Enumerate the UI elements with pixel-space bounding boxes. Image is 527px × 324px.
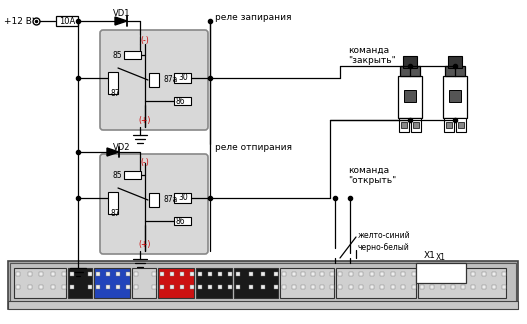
Bar [174,97,191,105]
Bar [196,268,232,298]
Text: реле отпирания: реле отпирания [215,144,292,153]
Bar [446,122,452,128]
Bar [174,193,191,203]
Bar [10,263,516,303]
Bar [132,268,156,298]
Bar [400,66,420,76]
Bar [336,268,416,298]
Bar [458,122,464,128]
Bar [56,16,78,26]
Bar [280,268,334,298]
Text: (+): (+) [139,115,151,124]
Bar [8,301,518,309]
Text: 87а: 87а [163,195,178,204]
Text: 86: 86 [175,216,184,226]
Text: желто-синий: желто-синий [358,230,411,239]
Bar [124,171,141,179]
Bar [445,66,465,76]
Text: команда
"закрыть": команда "закрыть" [348,46,396,65]
Bar [14,268,66,298]
Bar [448,56,462,68]
Bar [8,261,518,309]
FancyBboxPatch shape [100,154,208,254]
Bar [398,76,422,118]
Bar [124,51,141,59]
Bar [456,118,466,132]
Bar [444,118,454,132]
Bar [234,268,278,298]
Bar [449,90,461,102]
Polygon shape [115,17,127,25]
Bar [418,268,506,298]
Text: VD2: VD2 [113,144,131,153]
Bar [403,56,417,68]
Bar [174,73,191,83]
Text: +12 В: +12 В [4,17,32,26]
Bar [413,122,419,128]
Text: 30: 30 [178,74,188,83]
Text: (+): (+) [139,240,151,249]
Bar [108,72,118,94]
Text: X1: X1 [436,253,446,262]
FancyBboxPatch shape [100,30,208,130]
Text: 87: 87 [110,209,120,217]
Bar [404,90,416,102]
Bar [149,73,159,87]
Text: черно-белый: черно-белый [358,244,410,252]
Text: команда
"открыть": команда "открыть" [348,166,396,185]
Bar [108,192,118,214]
Text: VD1: VD1 [113,8,131,17]
Bar [94,268,130,298]
Text: 85: 85 [112,51,122,60]
Text: (-): (-) [141,36,149,44]
Bar [174,217,191,225]
Bar [416,263,466,283]
Bar [399,118,409,132]
Text: (-): (-) [141,158,149,168]
Text: X1: X1 [424,250,436,260]
Text: 87: 87 [110,88,120,98]
Bar [149,193,159,207]
Text: 85: 85 [112,170,122,179]
Text: 87а: 87а [163,75,178,85]
Bar [411,118,421,132]
Text: реле запирания: реле запирания [215,14,291,22]
Bar [158,268,194,298]
Text: 10А: 10А [59,17,75,26]
Text: 30: 30 [178,193,188,202]
Bar [401,122,407,128]
Text: 86: 86 [175,97,184,106]
Polygon shape [107,148,119,156]
Bar [68,268,92,298]
Bar [443,76,467,118]
